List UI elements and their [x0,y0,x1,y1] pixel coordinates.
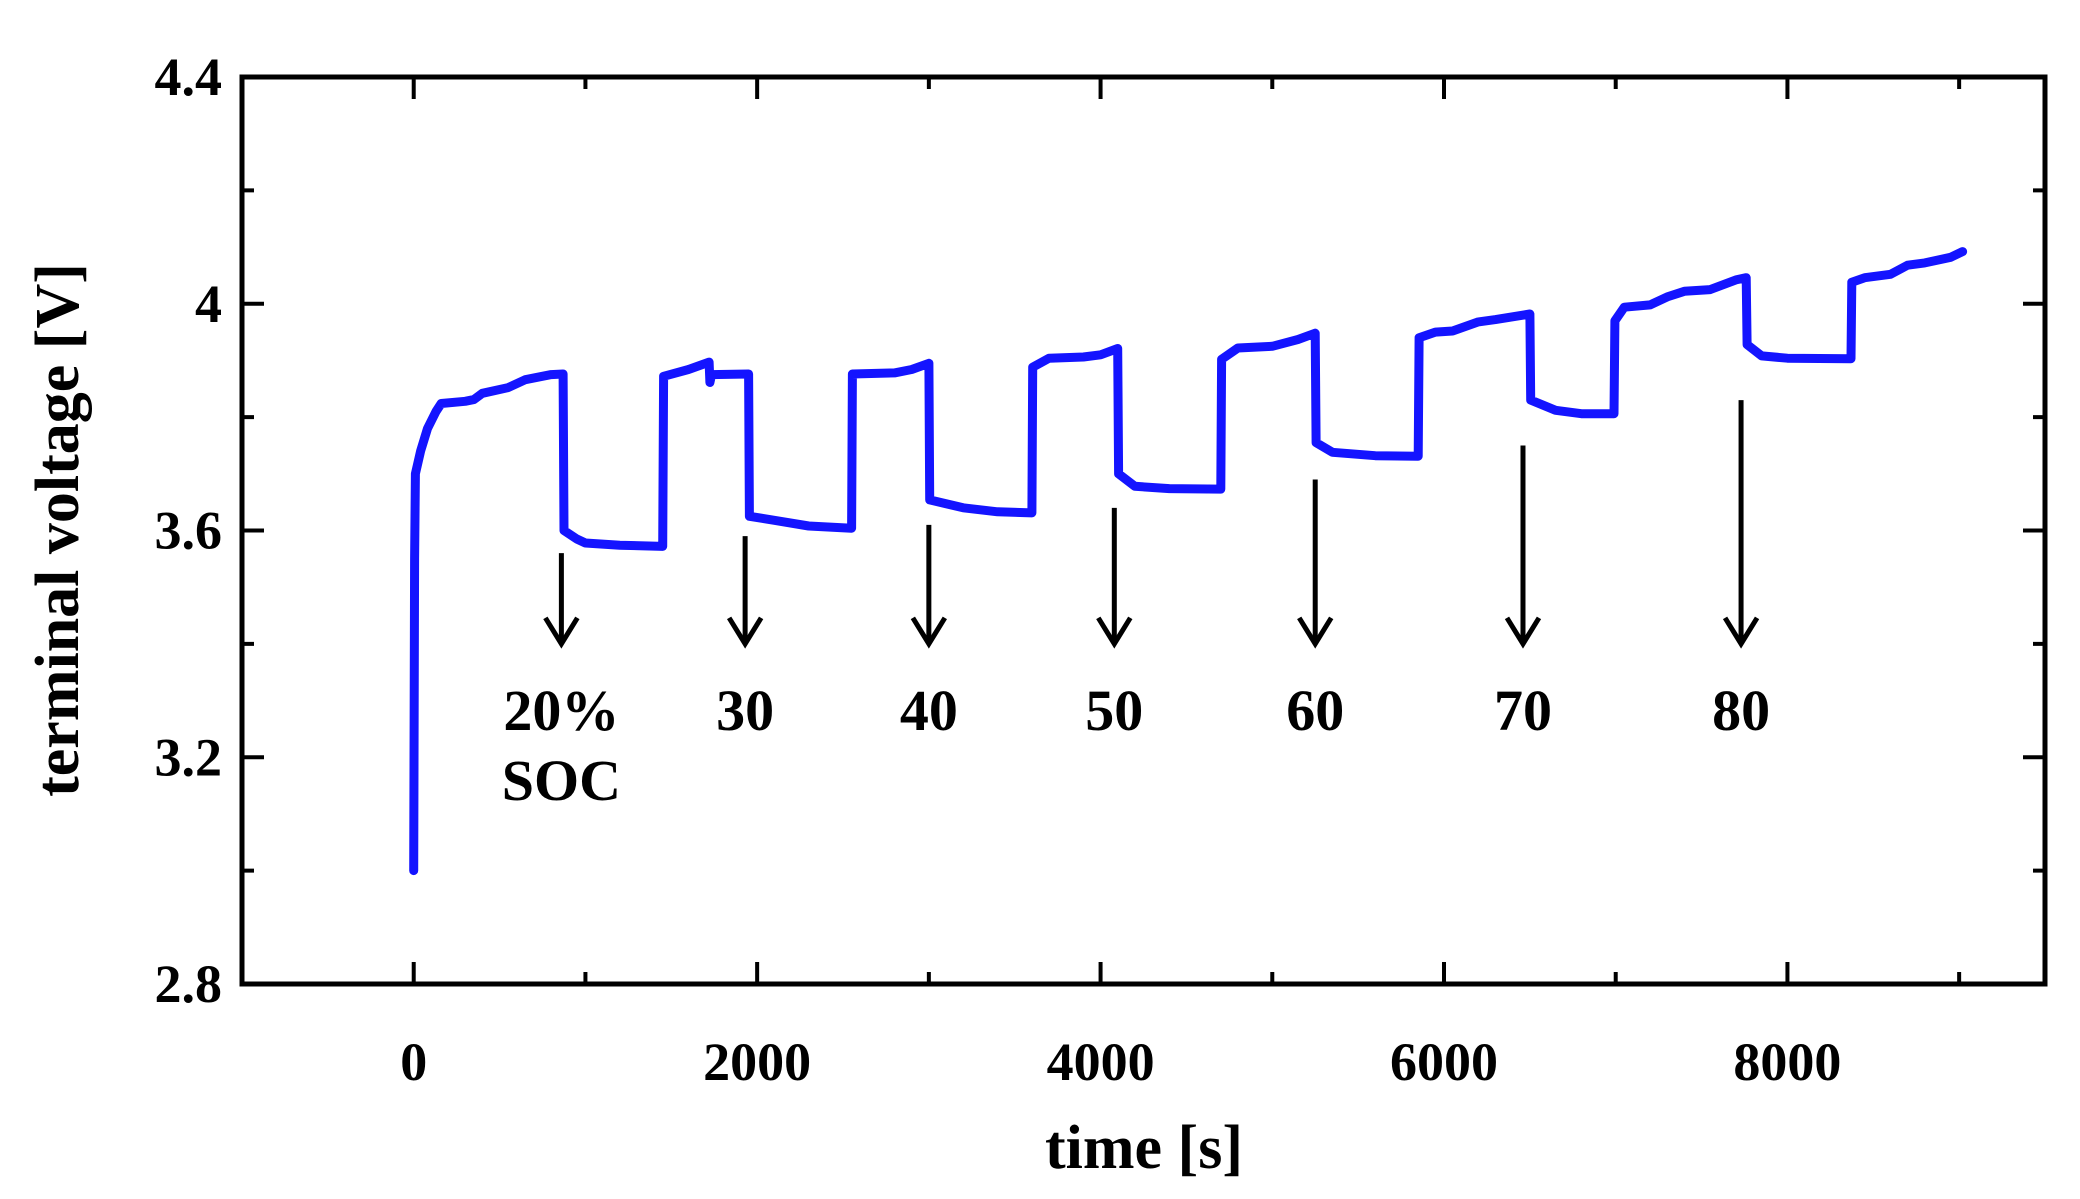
voltage-series-line [409,247,1968,876]
y-tick-label: 3.6 [155,501,223,561]
x-tick-label: 6000 [1390,1032,1498,1092]
annotation-arrow-head [1096,616,1133,649]
y-tick-label: 4.4 [155,47,223,107]
annotation-label: SOC [502,748,621,813]
annotation-arrow-head [1297,616,1334,649]
annotation-arrow-head [543,616,580,649]
y-tick-label: 2.8 [155,954,223,1014]
annotation-label: 30 [716,678,774,743]
x-axis-title: time [s] [1045,1114,1243,1182]
annotation-arrow-head [910,616,947,649]
y-tick-label: 4 [195,274,222,334]
annotation-arrow-head [1722,616,1760,649]
x-tick-label: 0 [400,1032,427,1092]
annotation-label: 40 [900,678,958,743]
annotation-label: 50 [1085,678,1143,743]
soc-annotations: 20%SOC 30 40 50 60 70 80 [502,400,1770,813]
x-tick-label: 8000 [1733,1032,1841,1092]
x-tick-label: 4000 [1047,1032,1155,1092]
x-tick-labels: 0 2000 4000 6000 8000 [400,1032,1841,1092]
plot-frame [239,74,2048,987]
annotation-label: 20% [503,678,619,743]
annotation-arrow-head [1504,616,1542,649]
x-tick-label: 2000 [703,1032,811,1092]
annotation-label: 60 [1286,678,1344,743]
axis-ticks [242,75,2045,986]
annotation-arrow-head [726,616,764,649]
y-axis-title: terminal voltage [V] [24,263,92,797]
annotation-label: 80 [1712,678,1770,743]
y-tick-label: 3.2 [155,727,223,787]
y-tick-labels: 2.8 3.2 3.6 4 4.4 [155,47,223,1014]
annotation-label: 70 [1494,678,1552,743]
